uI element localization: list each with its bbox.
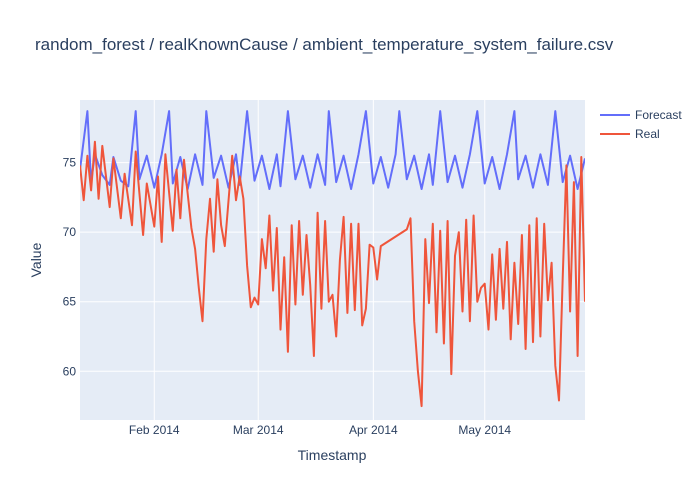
legend-label: Real [635, 127, 660, 141]
series-layer [80, 110, 585, 408]
x-tick-label: May 2014 [458, 423, 511, 437]
legend[interactable]: Forecast Real [600, 108, 682, 141]
x-tick-label: Apr 2014 [349, 423, 398, 437]
x-tick-label: Mar 2014 [233, 423, 284, 437]
legend-item-real[interactable]: Real [600, 127, 660, 141]
x-axis-title: Timestamp [298, 447, 367, 463]
legend-item-forecast[interactable]: Forecast [600, 108, 682, 122]
y-tick-label: 65 [63, 295, 77, 309]
chart-title: random_forest / realKnownCause / ambient… [35, 35, 614, 54]
series-line-forecast [80, 110, 585, 190]
x-tick-label: Feb 2014 [129, 423, 180, 437]
y-tick-label: 70 [63, 225, 77, 239]
y-axis-title: Value [28, 242, 44, 277]
gridlines [80, 100, 585, 420]
legend-label: Forecast [635, 108, 682, 122]
y-tick-label: 60 [63, 364, 77, 378]
series-line-real [80, 140, 585, 408]
y-tick-label: 75 [63, 156, 77, 170]
tick-labels: 60 65 70 75 Feb 2014 Mar 2014 Apr 2014 May 2014 [63, 156, 512, 437]
